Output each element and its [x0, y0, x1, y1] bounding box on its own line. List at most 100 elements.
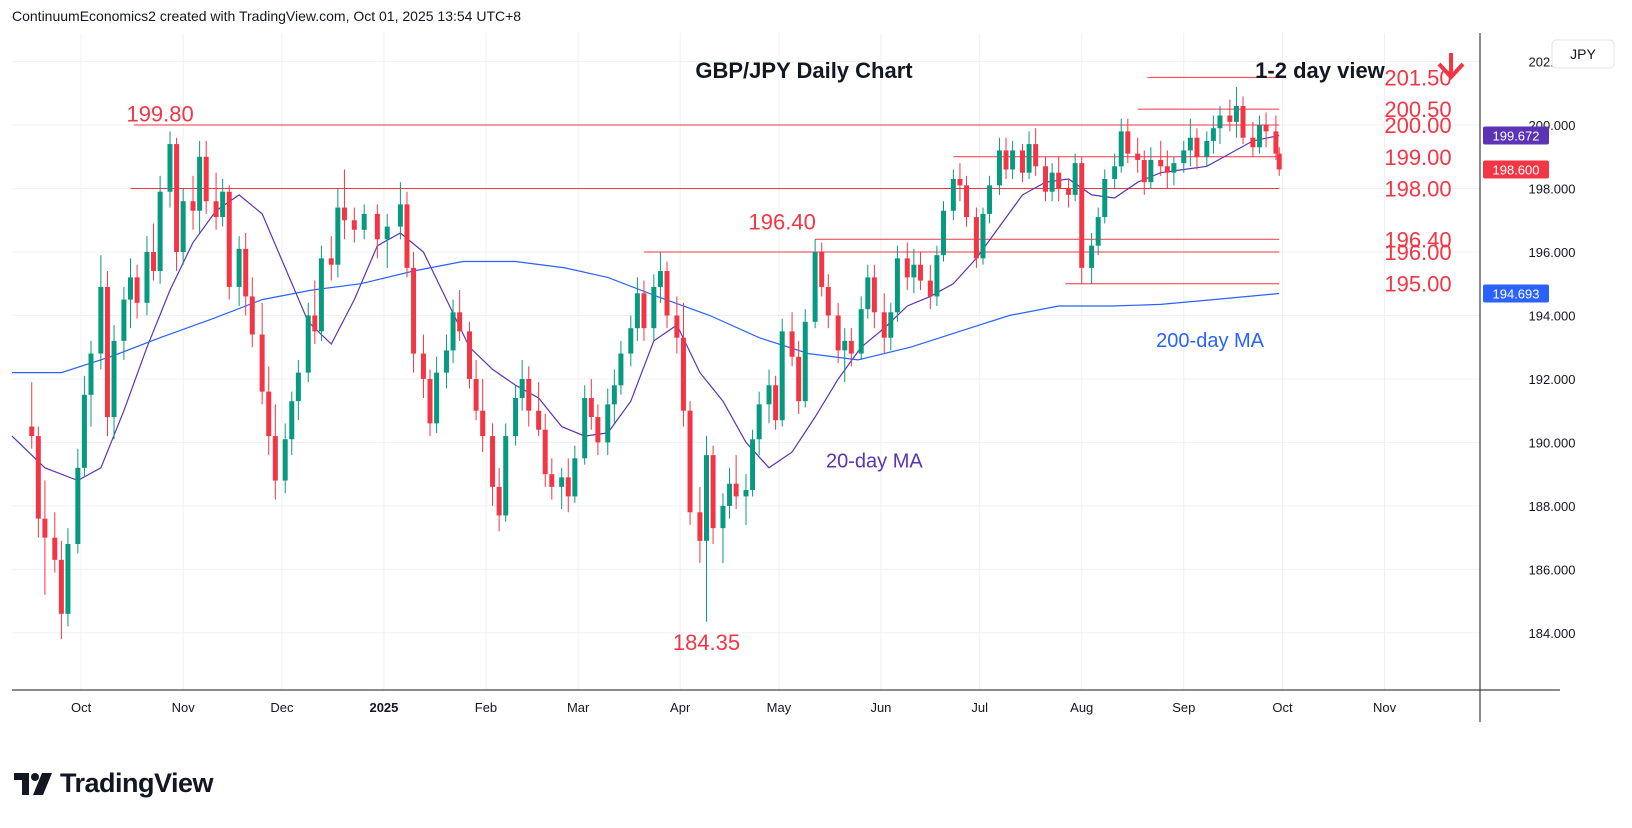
candle-body — [450, 312, 456, 351]
x-tick-label: Mar — [567, 700, 590, 715]
candle-body — [75, 467, 81, 544]
x-tick-label: Oct — [71, 700, 92, 715]
candle-body — [42, 518, 48, 538]
price-badge — [1483, 126, 1549, 145]
candle-body — [1194, 137, 1200, 157]
candle-body — [104, 286, 110, 418]
candle-body — [98, 286, 104, 354]
tradingview-logo[interactable]: TradingView — [14, 768, 214, 799]
candle-body — [973, 217, 979, 259]
x-tick-label: Oct — [1272, 700, 1293, 715]
candle-body — [812, 252, 818, 322]
candle-body — [940, 210, 946, 256]
candle-body — [1171, 163, 1177, 173]
candle-body — [236, 248, 242, 287]
y-tick-label: 190.000 — [1529, 435, 1576, 450]
chart-annotation: 199.80 — [126, 101, 193, 126]
candle-body — [318, 258, 324, 332]
candle-body — [134, 277, 140, 303]
candle-body — [1072, 163, 1078, 195]
level-label: 199.00 — [1384, 145, 1451, 170]
candle-body — [750, 439, 756, 491]
level-label: 198.00 — [1384, 177, 1451, 202]
candle-body — [720, 505, 726, 529]
support-resistance-levels: 201.50200.50200.00199.00198.00196.40196.… — [130, 65, 1452, 297]
candle-body — [295, 372, 301, 402]
candles — [29, 86, 1282, 640]
candle-body — [467, 331, 473, 379]
candle-body — [1263, 125, 1269, 132]
candle-body — [157, 191, 163, 272]
chart-header: ContinuumEconomics2 created with Trading… — [12, 8, 522, 24]
candle-body — [127, 277, 133, 300]
brand-name: TradingView — [60, 768, 214, 798]
x-tick-label: Nov — [1373, 700, 1397, 715]
candle-body — [174, 144, 180, 252]
candle-body — [888, 312, 894, 338]
candle-body — [1066, 188, 1072, 195]
chart-axes: 202.000200.000198.000196.000194.000192.0… — [12, 33, 1576, 722]
candle-body — [743, 490, 749, 497]
candle-body — [1204, 140, 1210, 157]
candle-body — [457, 312, 463, 332]
candle-body — [911, 264, 917, 278]
candle-body — [1233, 106, 1239, 122]
candle-body — [1141, 159, 1147, 183]
candle-body — [835, 315, 841, 351]
candle-body — [651, 286, 657, 329]
candle-body — [559, 477, 565, 487]
level-label: 195.00 — [1384, 272, 1451, 297]
chart-annotation: 184.35 — [673, 630, 740, 655]
candle-body — [151, 252, 157, 272]
candle-body — [411, 267, 417, 354]
candle-body — [443, 350, 449, 373]
candle-body — [1135, 153, 1141, 160]
candle-body — [1217, 115, 1223, 129]
candle-body — [697, 512, 703, 541]
candle-body — [427, 378, 433, 424]
currency-button[interactable]: JPY — [1551, 39, 1615, 69]
candle-body — [819, 252, 825, 287]
price-badges: 199.672 198.600 194.693 — [1483, 126, 1549, 303]
candle-body — [950, 179, 956, 211]
candle-body — [167, 144, 173, 192]
candle-body — [1010, 150, 1016, 170]
candle-body — [1056, 172, 1062, 189]
y-tick-label: 192.000 — [1529, 372, 1576, 387]
chart-title: GBP/JPY Daily Chart — [695, 58, 913, 83]
candle-body — [904, 258, 910, 278]
candle-body — [927, 280, 933, 297]
candle-body — [595, 417, 601, 443]
candle-body — [1026, 144, 1032, 173]
candle-body — [773, 385, 779, 421]
candle-body — [480, 410, 486, 437]
candle-body — [1250, 137, 1256, 148]
candle-body — [111, 340, 117, 418]
candle-body — [710, 455, 716, 529]
candle-body — [1112, 166, 1118, 179]
candle-body — [848, 340, 854, 354]
price-badge-label: 199.672 — [1493, 128, 1540, 143]
candle-body — [641, 293, 647, 329]
candle-body — [858, 309, 864, 354]
candle-body — [634, 293, 640, 329]
x-tick-label: Jul — [971, 700, 988, 715]
candle-body — [328, 258, 334, 265]
candle-body — [894, 258, 900, 313]
candle-body — [249, 296, 255, 335]
level-label: 196.00 — [1384, 240, 1451, 265]
y-tick-label: 196.000 — [1529, 245, 1576, 260]
candle-body — [687, 410, 693, 513]
candle-body — [987, 185, 993, 214]
x-tick-label: Apr — [670, 700, 691, 715]
level-label: 200.00 — [1384, 113, 1451, 138]
chart-annotation: 196.40 — [749, 209, 816, 234]
currency-label: JPY — [1570, 46, 1596, 62]
x-tick-label: Aug — [1070, 700, 1093, 715]
y-tick-label: 194.000 — [1529, 308, 1576, 323]
candle-body — [180, 201, 186, 252]
candle-body — [496, 486, 502, 516]
x-tick-label: Jun — [870, 700, 891, 715]
candle-body — [121, 299, 127, 341]
candle-body — [1102, 179, 1108, 218]
